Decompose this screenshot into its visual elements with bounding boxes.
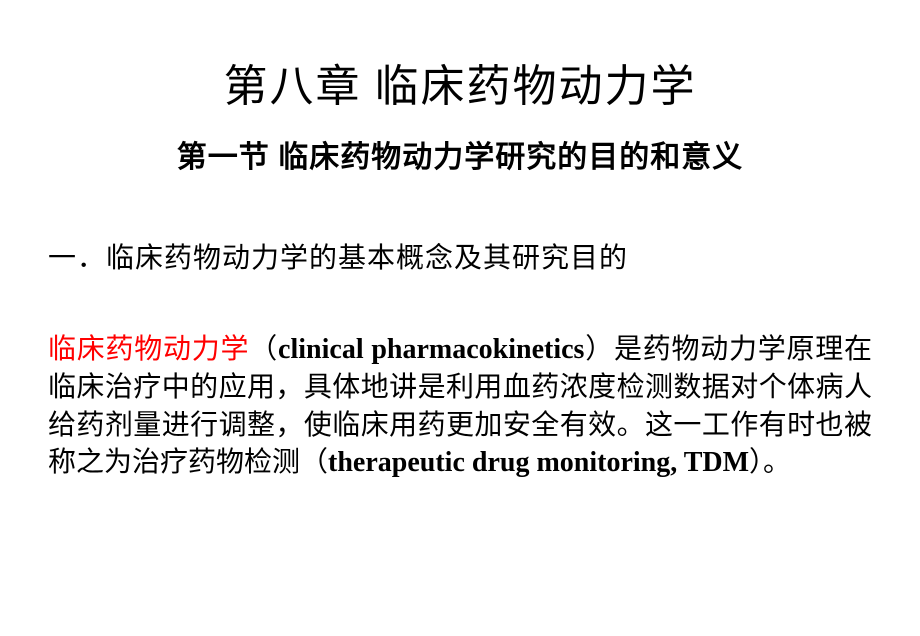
body-text-part-3: ）。 — [749, 447, 791, 478]
chapter-title: 第八章 临床药物动力学 — [48, 50, 872, 114]
subheading: 一．临床药物动力学的基本概念及其研究目的 — [48, 236, 872, 276]
highlighted-term: 临床药物动力学 — [48, 334, 249, 365]
section-title: 第一节 临床药物动力学研究的目的和意义 — [48, 132, 872, 176]
english-term-2: therapeutic drug monitoring, TDM — [328, 447, 749, 478]
body-text-part-1: （ — [249, 334, 278, 365]
english-term-1: clinical pharmacokinetics — [278, 334, 584, 365]
body-paragraph: 临床药物动力学（clinical pharmacokinetics）是药物动力学… — [48, 331, 872, 482]
